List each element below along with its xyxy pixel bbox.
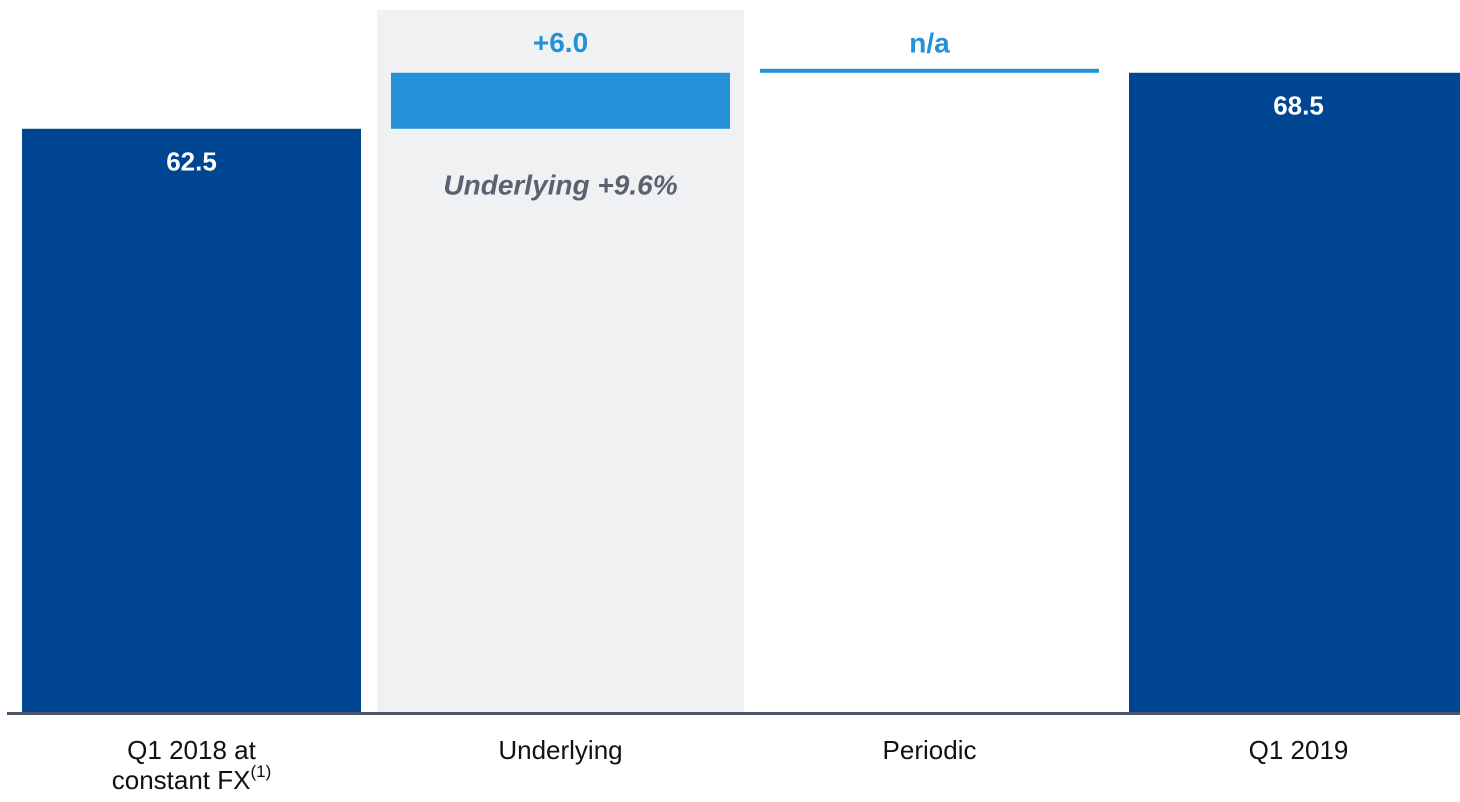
value-label: +6.0 xyxy=(533,27,588,58)
annotation: Underlying +9.6% xyxy=(443,169,677,200)
value-label: 62.5 xyxy=(166,147,217,177)
x-tick-label: Q1 2018 at constant FX(1) xyxy=(22,735,362,795)
total-bar xyxy=(22,128,361,712)
x-tick-label: Periodic xyxy=(760,735,1100,765)
category-text: Periodic xyxy=(882,735,977,765)
category-text: Q1 2019 xyxy=(1248,735,1349,765)
delta-bar xyxy=(391,72,730,129)
value-label: 68.5 xyxy=(1273,91,1324,121)
no-change-line xyxy=(760,68,1099,73)
footnote-marker: (1) xyxy=(250,762,272,781)
x-tick-label: Underlying xyxy=(391,735,731,765)
category-text: Q1 2018 at constant FX xyxy=(111,735,256,795)
value-label: n/a xyxy=(909,27,950,58)
category-text: Underlying xyxy=(498,735,623,765)
total-bar xyxy=(1129,72,1460,712)
x-tick-label: Q1 2019 xyxy=(1129,735,1460,765)
